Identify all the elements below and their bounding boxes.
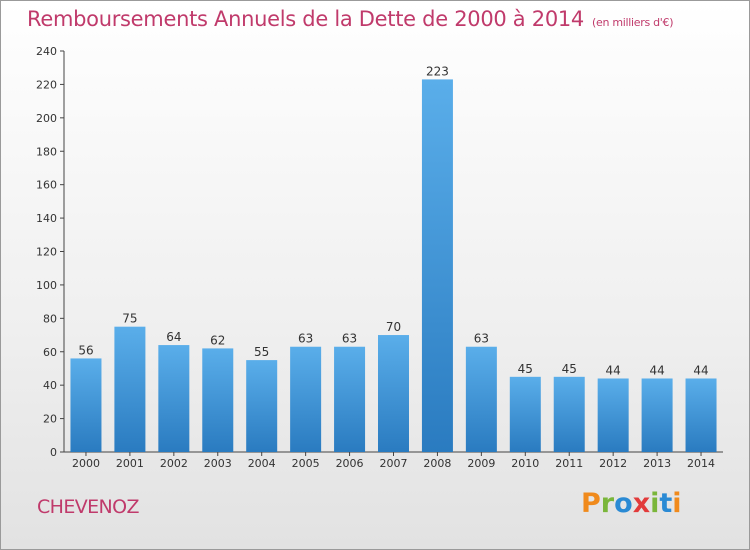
bar <box>641 378 673 452</box>
logo-letter: r <box>600 488 615 519</box>
bar-value-label: 70 <box>386 320 401 334</box>
y-tick-label: 100 <box>36 279 57 292</box>
bar <box>421 79 453 452</box>
bar-value-label: 62 <box>210 333 225 347</box>
bar-value-label: 44 <box>606 363 621 377</box>
x-tick-label: 2009 <box>467 457 495 470</box>
logo-letter: t <box>659 488 673 519</box>
logo-letter: x <box>632 488 651 519</box>
y-tick-label: 20 <box>43 413 57 426</box>
x-tick-label: 2007 <box>380 457 408 470</box>
x-tick-label: 2003 <box>204 457 232 470</box>
x-tick-label: 2014 <box>687 457 715 470</box>
logo-letter: i <box>650 488 660 519</box>
bar <box>465 346 497 452</box>
x-tick-label: 2008 <box>423 457 451 470</box>
bar-value-label: 44 <box>693 363 708 377</box>
bar <box>553 376 585 452</box>
bar-value-label: 75 <box>122 312 137 326</box>
y-tick-label: 160 <box>36 179 57 192</box>
bar <box>509 376 541 452</box>
bar-value-label: 63 <box>342 332 357 346</box>
bar <box>202 348 234 452</box>
proxiti-logo: Proxiti <box>581 488 682 519</box>
title-text: Remboursements Annuels de la Dette de 20… <box>27 7 584 31</box>
bar-value-label: 55 <box>254 345 269 359</box>
x-tick-label: 2011 <box>555 457 583 470</box>
x-tick-label: 2013 <box>643 457 671 470</box>
y-tick-label: 140 <box>36 212 57 225</box>
bar <box>597 378 629 452</box>
y-tick-label: 60 <box>43 346 57 359</box>
bar-value-label: 56 <box>78 343 93 357</box>
bar <box>334 346 366 452</box>
chart-title: Remboursements Annuels de la Dette de 20… <box>27 7 673 31</box>
bar-value-label: 63 <box>474 332 489 346</box>
bar <box>114 326 146 452</box>
commune-name: CHEVENOZ <box>37 496 140 518</box>
bar <box>158 345 190 452</box>
y-tick-label: 120 <box>36 246 57 259</box>
x-tick-label: 2005 <box>292 457 320 470</box>
bar-value-label: 64 <box>166 330 181 344</box>
bar-value-label: 223 <box>426 64 449 78</box>
bar <box>290 346 322 452</box>
x-tick-label: 2004 <box>248 457 276 470</box>
bar <box>246 360 278 452</box>
y-tick-label: 180 <box>36 145 57 158</box>
bar-value-label: 63 <box>298 332 313 346</box>
logo-letter: o <box>614 488 633 519</box>
x-tick-label: 2010 <box>511 457 539 470</box>
bar-value-label: 45 <box>518 362 533 376</box>
y-tick-label: 80 <box>43 312 57 325</box>
x-tick-label: 2000 <box>72 457 100 470</box>
chart-labels: 56 75 64 62 55 63 63 70 223 63 45 45 44 44 44 <box>78 64 708 377</box>
y-tick-label: 40 <box>43 379 57 392</box>
y-tick-label: 240 <box>36 45 57 58</box>
x-tick-label: 2012 <box>599 457 627 470</box>
bar-value-label: 45 <box>562 362 577 376</box>
x-tick-label: 2002 <box>160 457 188 470</box>
x-tick-label: 2001 <box>116 457 144 470</box>
bar <box>70 358 102 452</box>
y-tick-label: 220 <box>36 78 57 91</box>
title-unit: (en milliers d'€) <box>592 16 674 29</box>
chart-axes: 0 20 40 60 80 100 120 140 160 180 200 220 240 2000 200… <box>36 45 723 470</box>
chart-bars <box>70 79 717 452</box>
bar <box>378 335 409 452</box>
logo-letter: i <box>672 488 682 519</box>
y-tick-label: 0 <box>50 446 57 459</box>
x-tick-label: 2006 <box>336 457 364 470</box>
logo-letter: P <box>581 488 601 519</box>
bar <box>685 378 717 452</box>
bar-value-label: 44 <box>649 363 664 377</box>
y-tick-label: 200 <box>36 112 57 125</box>
